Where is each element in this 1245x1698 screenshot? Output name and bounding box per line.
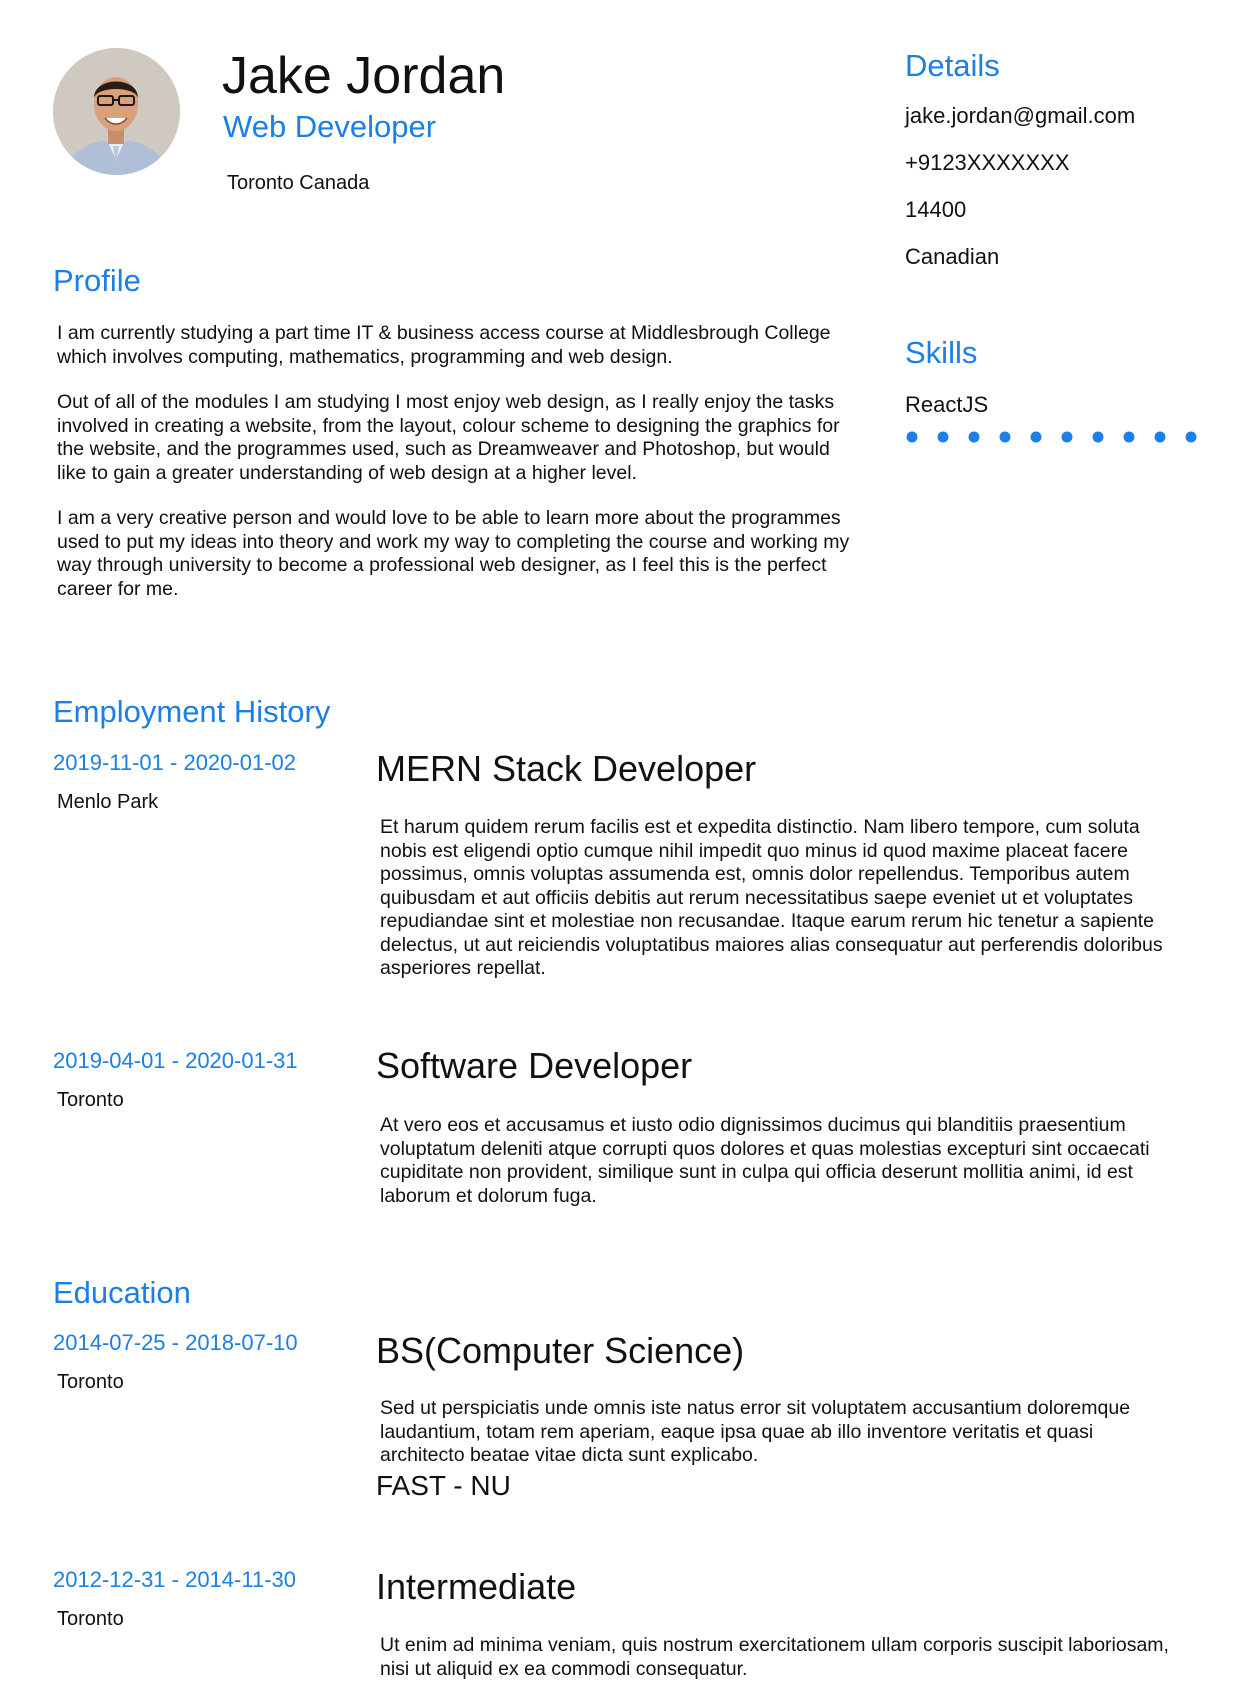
candidate-name: Jake Jordan [222, 47, 506, 105]
profile-paragraph: I am currently studying a part time IT &… [57, 322, 831, 368]
details-heading: Details [905, 48, 1000, 83]
profile-heading: Profile [53, 263, 141, 298]
detail-phone: +9123XXXXXXX [905, 150, 1070, 175]
employment-dates: 2019-04-01 - 2020-01-31 [53, 1048, 298, 1073]
avatar-photo [53, 48, 180, 175]
employment-location: Toronto [57, 1089, 124, 1111]
employment-location: Menlo Park [57, 791, 159, 813]
skill-name: ReactJS [905, 392, 989, 417]
education-title: BS(Computer Science) [376, 1330, 745, 1371]
profile-paragraph: Out of all of the modules I am studying … [57, 391, 840, 484]
detail-email: jake.jordan@gmail.com [905, 103, 1136, 128]
education-location: Toronto [57, 1371, 124, 1393]
employment-title: Software Developer [376, 1045, 693, 1086]
skill-level-dot [1092, 431, 1104, 443]
skill-level-dot [906, 431, 918, 443]
profile-text: I am currently studying a part time IT &… [57, 322, 857, 623]
employment-heading: Employment History [53, 694, 331, 729]
education-heading: Education [53, 1275, 191, 1310]
profile-paragraph: I am a very creative person and would lo… [57, 507, 850, 600]
education-dates: 2012-12-31 - 2014-11-30 [53, 1567, 296, 1592]
skill-level-dot [1154, 431, 1166, 443]
employment-dates: 2019-11-01 - 2020-01-02 [53, 750, 296, 775]
education-dates: 2014-07-25 - 2018-07-10 [53, 1330, 298, 1355]
employment-title: MERN Stack Developer [376, 748, 757, 789]
skill-level-dot [968, 431, 980, 443]
detail-nationality: Canadian [905, 244, 1000, 269]
skill-level [905, 430, 1205, 444]
education-title: Intermediate [376, 1566, 577, 1607]
skill-level-dot [937, 431, 949, 443]
education-description: Sed ut perspiciatis unde omnis iste natu… [380, 1397, 1131, 1466]
detail-postal: 14400 [905, 197, 967, 222]
employment-description: At vero eos et accusamus et iusto odio d… [380, 1114, 1150, 1207]
avatar [53, 48, 180, 175]
employment-description: Et harum quidem rerum facilis est et exp… [380, 816, 1163, 979]
candidate-role: Web Developer [223, 109, 437, 144]
skill-level-dot [1185, 431, 1197, 443]
education-location: Toronto [57, 1608, 124, 1630]
skill-level-dot [1061, 431, 1073, 443]
skills-heading: Skills [905, 335, 978, 370]
skills-section: Skills ReactJS [905, 334, 1225, 464]
candidate-location: Toronto Canada [227, 172, 370, 194]
education-institution: FAST - NU [376, 1470, 511, 1501]
skill-level-dot [999, 431, 1011, 443]
skill-level-dot [1030, 431, 1042, 443]
skill-level-dots [906, 431, 1197, 443]
skill-level-dot [1123, 431, 1135, 443]
details-section: Details jake.jordan@gmail.com +9123XXXXX… [905, 47, 1225, 287]
education-description: Ut enim ad minima veniam, quis nostrum e… [380, 1634, 1169, 1680]
